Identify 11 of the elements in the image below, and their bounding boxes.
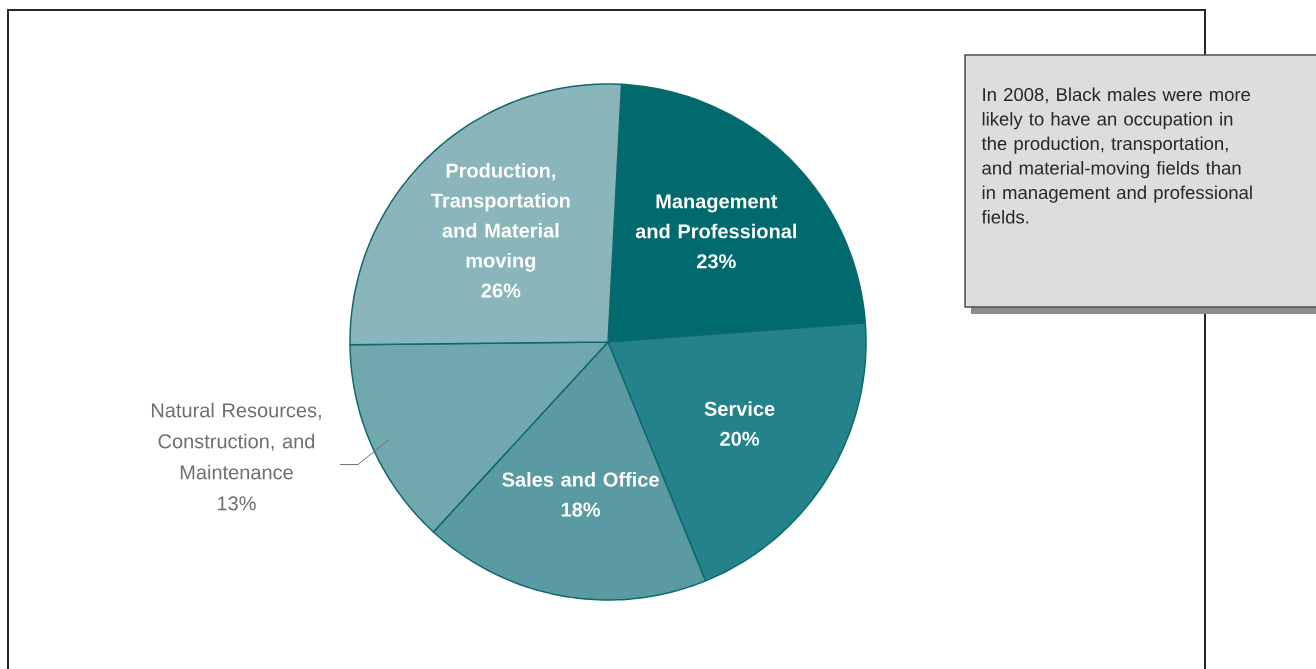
slice-label: Sales and Office [502, 471, 659, 487]
data-label: 18% [561, 502, 601, 517]
slice-label: Production, Transportation and Material moving [431, 162, 570, 272]
slice-label: Management and Professional [635, 194, 797, 239]
data-label: 23% [696, 254, 736, 269]
slice-label: Service [704, 401, 775, 416]
data-label: 26% [481, 283, 521, 298]
data-label: 13% [218, 496, 256, 511]
slice-label: Natural Resources, Construction, and Maintenance [151, 402, 321, 480]
text: In 2008, Black males were more likely to have an occupation in the production, transportation, and material-moving fields than in management and professional fields. [981, 87, 1252, 224]
data-label: 20% [720, 431, 760, 446]
